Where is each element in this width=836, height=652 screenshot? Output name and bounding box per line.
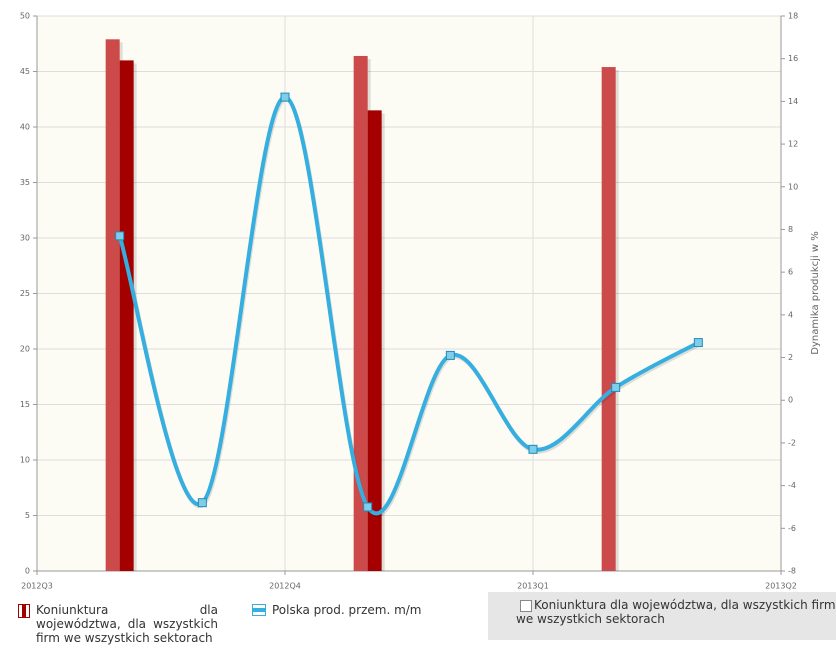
y2-tick-label: 14 (788, 97, 798, 106)
legend-label: Koniunktura dla województwa, dla wszystk… (36, 603, 218, 645)
y2-tick-label: 6 (788, 268, 793, 277)
y-tick-label: 20 (20, 345, 30, 354)
point (363, 502, 373, 512)
chart: Dynamika produkcji w % 05101520253035404… (20, 12, 821, 591)
legend-icon (252, 604, 266, 616)
x-tick-label: 2013Q1 (517, 582, 549, 591)
legend-swatch (22, 605, 26, 617)
x-tick-label: 2012Q3 (21, 582, 53, 591)
y2-tick-label: 18 (788, 12, 798, 21)
checkbox[interactable] (520, 600, 532, 612)
legend-label: Polska prod. przem. m/m (272, 603, 422, 617)
y2-tick-label: 10 (788, 182, 798, 191)
y2-tick-label: -8 (788, 567, 796, 576)
bar (119, 60, 134, 572)
x-tick-label: 2012Q4 (269, 582, 301, 591)
y2-tick-label: 16 (788, 54, 798, 63)
legend-label: Koniunktura dla województwa, dla wszystk… (516, 598, 836, 626)
legend-item[interactable]: Koniunktura dla województwa, dla wszystk… (18, 603, 218, 645)
x-tick-label: 2013Q2 (765, 582, 797, 591)
y2-tick-label: 4 (788, 310, 793, 319)
bar (105, 39, 120, 572)
y-tick-label: 40 (20, 123, 30, 132)
y-tick-label: 10 (20, 456, 30, 465)
legend-item[interactable]: Polska prod. przem. m/m (252, 603, 422, 617)
y2-tick-label: -2 (788, 438, 796, 447)
point (611, 382, 621, 392)
y-tick-label: 50 (20, 12, 30, 21)
bar (353, 55, 368, 571)
y2-tick-label: 2 (788, 353, 793, 362)
point (115, 231, 125, 241)
bar (601, 67, 616, 571)
y2-tick-label: -4 (788, 481, 796, 490)
legend-item-disabled[interactable]: Koniunktura dla województwa, dla wszystk… (488, 592, 836, 640)
point (693, 338, 703, 348)
point (445, 350, 455, 360)
y-tick-label: 0 (25, 567, 30, 576)
legend-swatch (253, 608, 265, 612)
point (528, 444, 538, 454)
y2-axis-title: Dynamika produkcji w % (810, 231, 821, 354)
y-tick-label: 15 (20, 400, 30, 409)
y-tick-label: 45 (20, 67, 30, 76)
point (197, 498, 207, 508)
y-tick-label: 25 (20, 289, 30, 298)
y2-tick-label: -6 (788, 524, 796, 533)
y-tick-label: 5 (25, 511, 30, 520)
point (280, 92, 290, 102)
bar (367, 110, 382, 571)
legend-icon (18, 604, 30, 618)
y-tick-label: 30 (20, 234, 30, 243)
y2-tick-label: 8 (788, 225, 793, 234)
y2-tick-label: 12 (788, 140, 798, 149)
y-tick-label: 35 (20, 178, 30, 187)
y2-tick-label: 0 (788, 396, 793, 405)
